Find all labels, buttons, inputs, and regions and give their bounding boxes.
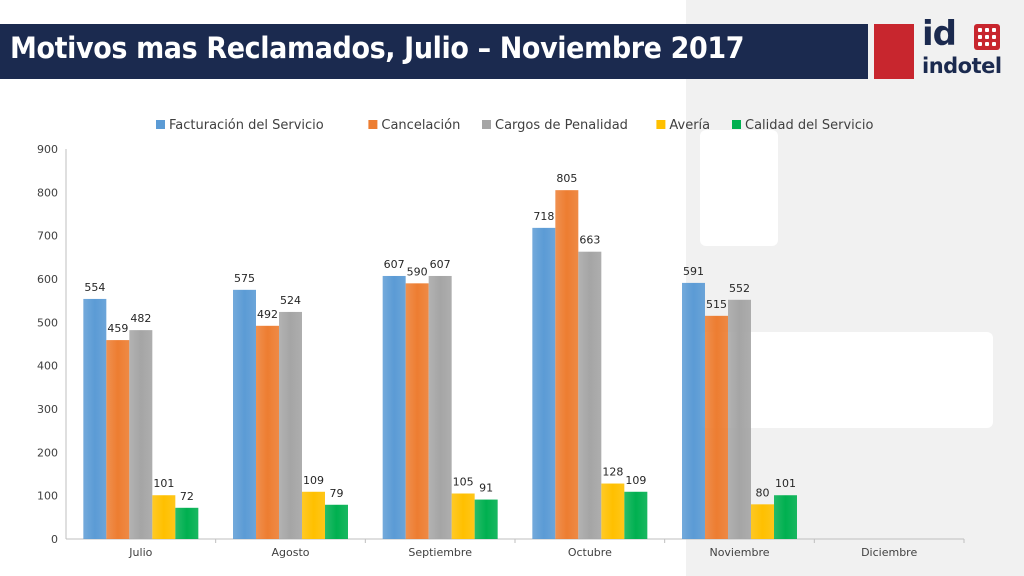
legend-label: Avería [669, 118, 710, 133]
y-tick-label: 300 [37, 403, 58, 416]
data-label: 591 [683, 265, 704, 278]
data-label: 575 [234, 272, 255, 285]
data-label: 101 [153, 477, 174, 490]
data-label: 105 [453, 476, 474, 489]
bar [705, 315, 728, 539]
bar [83, 298, 107, 539]
data-label: 80 [756, 486, 770, 499]
data-label: 805 [556, 172, 577, 185]
data-label: 515 [706, 298, 727, 311]
logo-accent [874, 24, 914, 79]
logo-grid-icon [974, 24, 1000, 50]
y-tick-label: 200 [37, 446, 58, 459]
x-tick-label: Septiembre [408, 546, 472, 559]
data-label: 79 [330, 487, 344, 500]
y-tick-label: 900 [37, 143, 58, 156]
bar [578, 251, 602, 539]
data-label: 91 [479, 482, 493, 495]
data-label: 663 [579, 234, 600, 247]
y-tick-label: 0 [51, 533, 58, 546]
data-label: 109 [625, 474, 646, 487]
bar [728, 299, 751, 539]
x-tick-label: Octubre [568, 546, 612, 559]
x-tick-label: Julio [128, 546, 152, 559]
y-tick-label: 700 [37, 230, 58, 243]
legend-swatch [656, 120, 666, 129]
legend-swatch [732, 120, 741, 129]
bar [428, 275, 452, 539]
bar [256, 325, 279, 539]
bar [601, 483, 625, 539]
legend-swatch [156, 120, 165, 129]
data-label: 492 [257, 308, 278, 321]
bar [555, 190, 579, 539]
bar [532, 227, 556, 539]
data-label: 718 [533, 210, 554, 223]
x-tick-label: Agosto [271, 546, 309, 559]
bar [682, 282, 705, 539]
bar [279, 311, 302, 539]
bar [233, 289, 256, 539]
bar [152, 495, 176, 539]
bar [106, 340, 130, 539]
y-tick-label: 800 [37, 186, 58, 199]
bar [624, 491, 648, 539]
data-label: 459 [107, 322, 128, 335]
title-bar: Motivos mas Reclamados, Julio – Noviembr… [0, 24, 868, 79]
legend-swatch [482, 120, 491, 129]
legend-label: Cancelación [381, 118, 460, 133]
page-title: Motivos mas Reclamados, Julio – Noviembr… [10, 31, 745, 65]
logo-id-text: id [922, 14, 957, 54]
bar [405, 283, 429, 539]
data-label: 72 [180, 490, 194, 503]
legend-label: Cargos de Penalidad [495, 118, 628, 133]
bar [175, 507, 199, 539]
bar [129, 330, 153, 539]
bar [451, 493, 475, 539]
y-tick-label: 400 [37, 360, 58, 373]
bar [474, 499, 498, 539]
x-tick-label: Diciembre [861, 546, 917, 559]
data-label: 607 [430, 258, 451, 271]
bar [382, 275, 406, 539]
bar [325, 504, 348, 539]
logo-wordmark: indotel [922, 54, 1002, 78]
data-label: 524 [280, 294, 301, 307]
data-label: 552 [729, 282, 750, 295]
data-label: 101 [775, 477, 796, 490]
indotel-logo: id indotel [922, 14, 1002, 84]
y-tick-label: 500 [37, 316, 58, 329]
data-label: 128 [602, 466, 623, 479]
data-label: 607 [384, 258, 405, 271]
background-card [700, 130, 778, 246]
data-label: 554 [84, 281, 105, 294]
data-label: 109 [303, 474, 324, 487]
bar [302, 491, 325, 539]
legend-label: Facturación del Servicio [169, 118, 324, 133]
legend-swatch [368, 120, 378, 129]
bar [774, 495, 797, 539]
x-tick-label: Noviembre [709, 546, 769, 559]
legend-label: Calidad del Servicio [745, 118, 874, 133]
y-tick-label: 100 [37, 490, 58, 503]
data-label: 590 [407, 265, 428, 278]
y-tick-label: 600 [37, 273, 58, 286]
data-label: 482 [130, 312, 151, 325]
bar [751, 504, 774, 539]
